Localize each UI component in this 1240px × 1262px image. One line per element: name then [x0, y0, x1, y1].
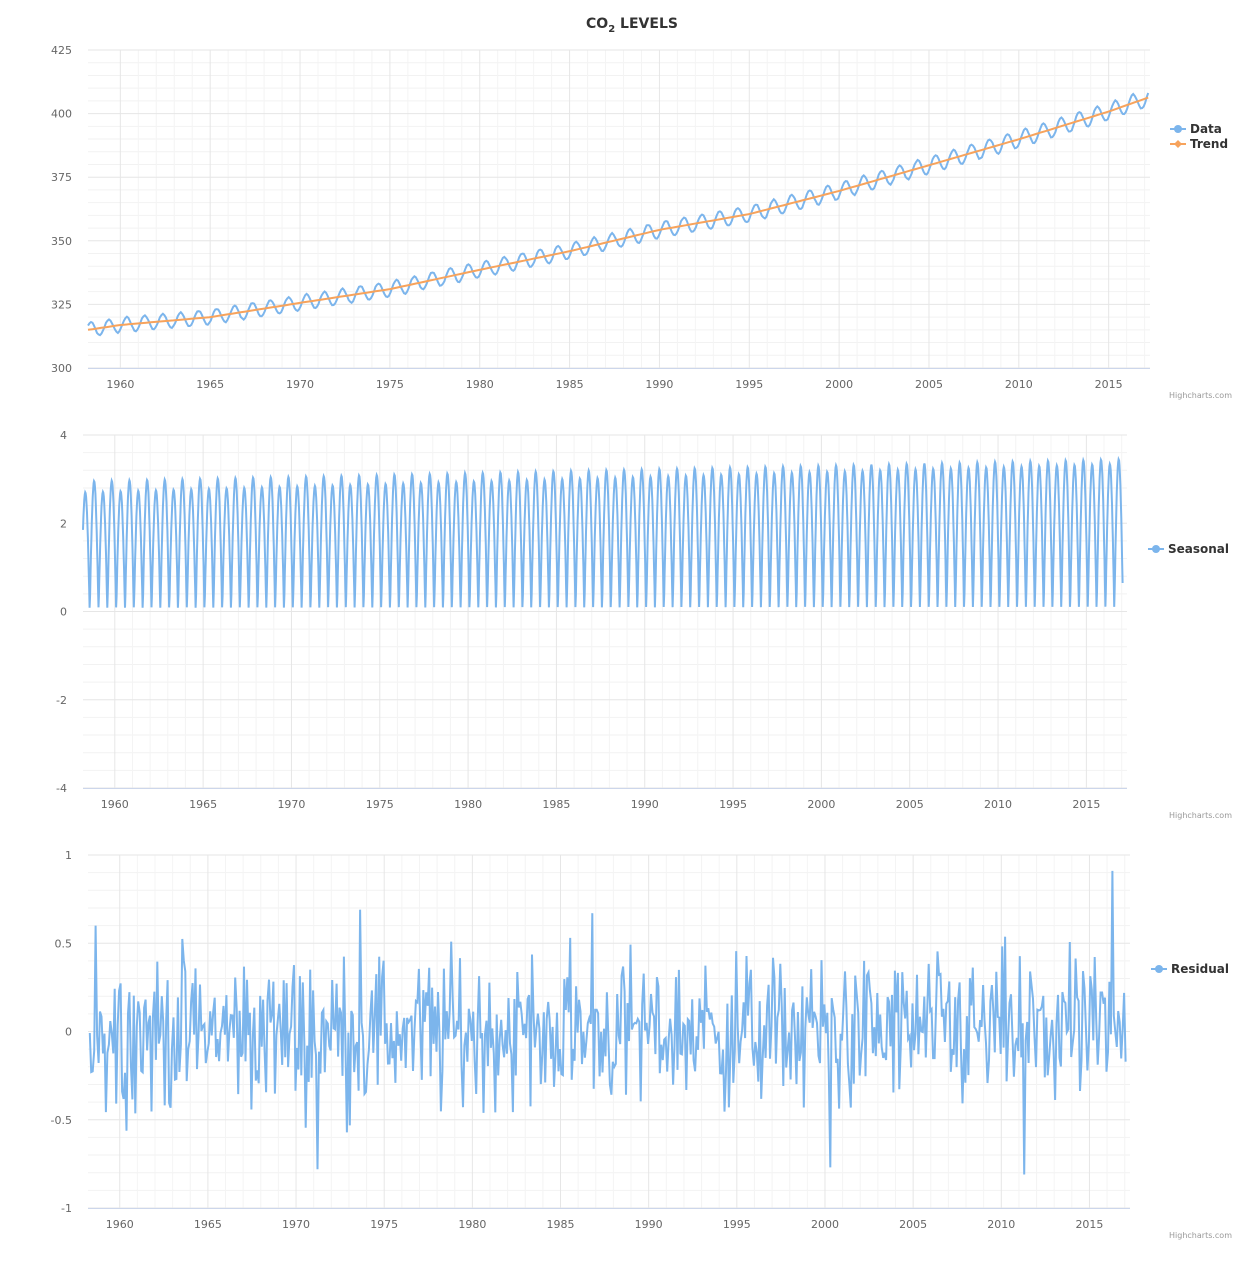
- y-tick-label: 425: [51, 44, 72, 57]
- legend-marker-circle: [1152, 545, 1160, 553]
- x-tick-label: 1970: [286, 378, 314, 391]
- y-tick-label: -0.5: [51, 1114, 72, 1127]
- y-tick-label: 350: [51, 235, 72, 248]
- y-tick-label: -2: [56, 694, 67, 707]
- x-tick-label: 1980: [458, 1218, 486, 1231]
- y-tick-label: 0: [65, 1026, 72, 1039]
- chart-panel-3: -1 -0.5 0 0.5 1 1960 1965 1970 1975 1980 1985 1990 1…: [51, 849, 1233, 1240]
- x-tick-label: 2005: [915, 378, 943, 391]
- legend-label-trend: Trend: [1190, 137, 1228, 151]
- x-tick-label: 1965: [189, 798, 217, 811]
- x-tick-label: 2000: [811, 1218, 839, 1231]
- x-tick-label: 1970: [282, 1218, 310, 1231]
- series-line-seasonal: [82, 455, 1124, 608]
- x-tick-label: 1995: [735, 378, 763, 391]
- series-line-trend: [87, 96, 1149, 331]
- series-line-residual: [88, 870, 1127, 1175]
- chart-title: CO2 LEVELS: [586, 16, 678, 35]
- x-tick-label: 2010: [1005, 378, 1033, 391]
- chart-title-main: CO: [586, 16, 608, 32]
- x-tick-label: 2010: [987, 1218, 1015, 1231]
- x-tick-label: 1970: [277, 798, 305, 811]
- legend-marker-circle: [1155, 965, 1163, 973]
- x-tick-label: 1965: [196, 378, 224, 391]
- y-tick-label: 1: [65, 849, 72, 862]
- x-tick-label: 1975: [370, 1218, 398, 1231]
- x-tick-label: 1975: [376, 378, 404, 391]
- x-tick-label: 1960: [101, 798, 129, 811]
- x-tick-label: 1960: [106, 1218, 134, 1231]
- highcharts-credits: Highcharts.com: [1169, 1231, 1232, 1240]
- legend-label-data: Data: [1190, 122, 1222, 136]
- highcharts-credits: Highcharts.com: [1169, 811, 1232, 820]
- x-tick-label: 1985: [542, 798, 570, 811]
- x-tick-label: 2000: [807, 798, 835, 811]
- x-tick-label: 1980: [466, 378, 494, 391]
- y-tick-label: 400: [51, 108, 72, 121]
- y-tick-label: 300: [51, 362, 72, 375]
- x-tick-label: 1985: [556, 378, 584, 391]
- x-tick-label: 2010: [984, 798, 1012, 811]
- x-tick-label: 1985: [547, 1218, 575, 1231]
- y-tick-label: 375: [51, 171, 72, 184]
- x-tick-label: 1990: [635, 1218, 663, 1231]
- legend-marker-circle: [1174, 125, 1182, 133]
- x-tick-label: 2005: [896, 798, 924, 811]
- y-tick-label: 4: [60, 429, 67, 442]
- y-tick-label: -1: [61, 1202, 72, 1215]
- highcharts-credits: Highcharts.com: [1169, 391, 1232, 400]
- x-tick-label: 1995: [723, 1218, 751, 1231]
- y-tick-label: 0: [60, 606, 67, 619]
- y-tick-label: 325: [51, 298, 72, 311]
- x-tick-label: 1990: [645, 378, 673, 391]
- y-tick-label: 2: [60, 517, 67, 530]
- x-tick-label: 1965: [194, 1218, 222, 1231]
- x-tick-label: 1975: [366, 798, 394, 811]
- x-tick-label: 2015: [1075, 1218, 1103, 1231]
- chart-title-rest: LEVELS: [615, 16, 678, 32]
- series-line-data: [87, 92, 1150, 337]
- y-tick-label: -4: [56, 782, 67, 795]
- legend-label-seasonal: Seasonal: [1168, 542, 1229, 556]
- x-tick-label: 1960: [106, 378, 134, 391]
- x-tick-label: 1995: [719, 798, 747, 811]
- x-tick-label: 2000: [825, 378, 853, 391]
- x-tick-label: 2015: [1072, 798, 1100, 811]
- x-tick-label: 2005: [899, 1218, 927, 1231]
- x-tick-label: 1990: [631, 798, 659, 811]
- legend-label-residual: Residual: [1171, 962, 1229, 976]
- legend-marker-diamond: [1174, 140, 1182, 148]
- chart-panel-2: -4 -2 0 2 4 1960 1965 1970 1975 1980 1985 1990 1995 2…: [56, 429, 1232, 820]
- x-tick-label: 1980: [454, 798, 482, 811]
- y-tick-label: 0.5: [55, 937, 73, 950]
- x-tick-label: 2015: [1095, 378, 1123, 391]
- chart-title-subscript: 2: [608, 24, 615, 35]
- chart-panel-1: 300 325 350 375 400 425 1960 1965 1970 1975 1980 19…: [51, 44, 1232, 400]
